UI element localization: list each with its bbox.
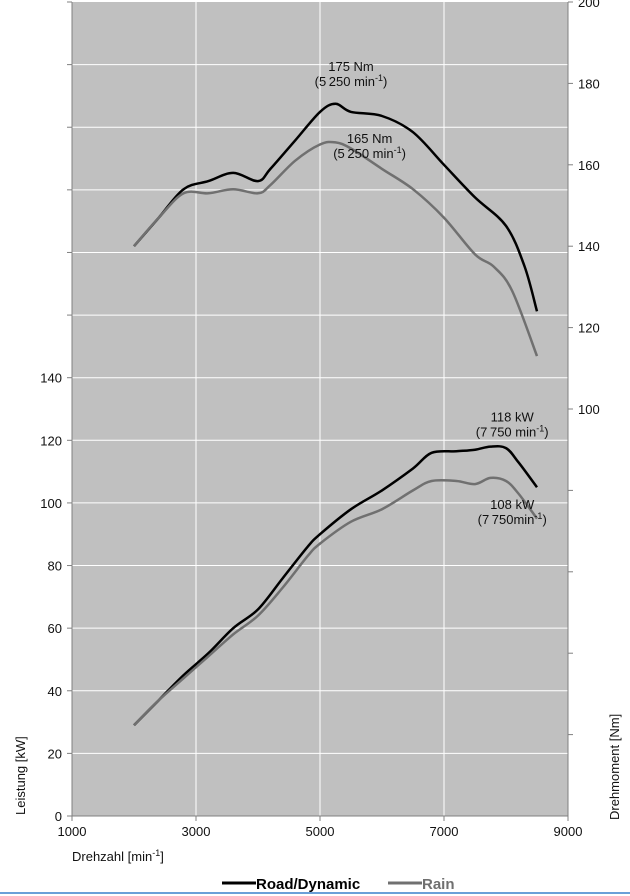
annotation-label: 165 Nm (5 250 min-1) <box>333 131 406 161</box>
y-left-tick-label: 80 <box>48 559 62 574</box>
x-tick-label: 3000 <box>182 824 211 839</box>
series-line-rain-power <box>133 476 539 727</box>
y-right-tick-label: 120 <box>578 321 600 336</box>
legend-label-road-dynamic: Road/Dynamic <box>256 876 360 893</box>
legend: Road/Dynamic Rain <box>222 876 455 893</box>
x-tick-label: 9000 <box>554 824 583 839</box>
y-right-tick-label: 180 <box>578 76 600 91</box>
y-right-tick-label: 200 <box>578 0 600 10</box>
series-line-road-dynamic-power <box>133 445 539 727</box>
annotation-label: 108 kW (7 750min-1) <box>478 497 547 527</box>
y-left-tick-label: 120 <box>40 433 62 448</box>
annotation-label: 175 Nm (5 250 min-1) <box>315 59 388 89</box>
series-line-road-dynamic-torque <box>133 102 539 312</box>
grid-lines <box>72 2 568 816</box>
y-left-tick-label: 40 <box>48 684 62 699</box>
y-left-tick-label: 60 <box>48 621 62 636</box>
y-right-tick-label: 160 <box>578 158 600 173</box>
y-left-tick-label: 0 <box>55 809 62 824</box>
x-axis-title: Drehzahl [min-1] <box>72 848 164 864</box>
x-tick-label: 7000 <box>430 824 459 839</box>
y-right-tick-label: 140 <box>578 239 600 254</box>
x-tick-label: 5000 <box>306 824 335 839</box>
y-axis-left-title: Leistung [kW] <box>13 736 28 815</box>
series-lines <box>133 102 539 727</box>
y-left-tick-label: 140 <box>40 371 62 386</box>
y-left-tick-label: 20 <box>48 746 62 761</box>
footer-rule <box>0 892 630 894</box>
y-left-tick-label: 100 <box>40 496 62 511</box>
tick-labels: 1000 3000 5000 7000 9000 0 20 40 60 80 100 120 140 10… <box>40 0 599 839</box>
x-tick-label: 1000 <box>58 824 87 839</box>
series-line-rain-torque <box>133 140 539 357</box>
legend-label-rain: Rain <box>422 876 455 893</box>
annotations: 175 Nm (5 250 min-1) 165 Nm (5 250 min-1) 11… <box>315 59 549 527</box>
y-right-tick-label: 100 <box>578 402 600 417</box>
y-axis-right-title: Drehmoment [Nm] <box>607 714 622 820</box>
annotation-label: 118 kW (7 750 min-1) <box>476 410 549 440</box>
